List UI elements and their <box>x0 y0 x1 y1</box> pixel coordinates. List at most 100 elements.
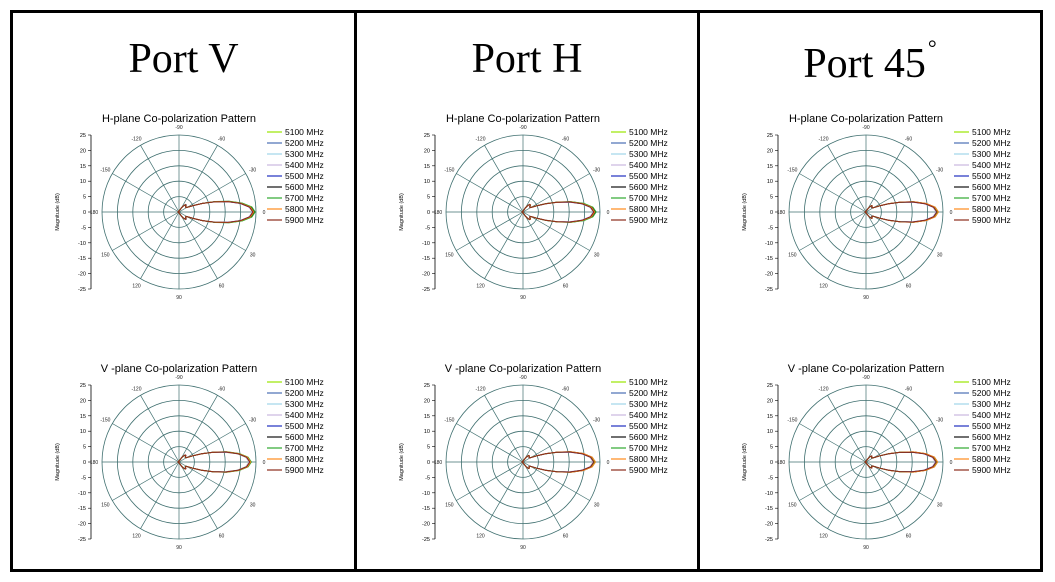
radial-tick-label: 25 <box>424 133 430 139</box>
radial-tick-label: 0 <box>427 210 430 216</box>
series-line <box>521 451 595 473</box>
grid-spoke <box>799 423 867 463</box>
angle-tick-label: 120 <box>476 534 485 540</box>
angle-tick-label: 60 <box>219 534 225 540</box>
grid-spoke <box>827 461 867 529</box>
grid-spoke <box>178 423 246 463</box>
angle-tick-label: 90 <box>176 545 182 551</box>
legend-entry: 5100 MHz <box>629 127 668 137</box>
grid-spoke <box>522 211 590 251</box>
angle-tick-label: -120 <box>475 136 485 142</box>
radial-tick-label: 10 <box>80 179 86 185</box>
angle-tick-label: 180 <box>777 460 786 466</box>
legend-entry: 5900 MHz <box>972 465 1011 475</box>
grid-spoke <box>140 395 180 463</box>
grid-spoke <box>865 173 933 213</box>
angle-tick-label: -120 <box>818 386 828 392</box>
legend-entry: 5400 MHz <box>629 410 668 420</box>
grid-spoke <box>865 423 933 463</box>
polar-chart: H-plane Co-polarization Pattern 0 30 60 90 12… <box>742 113 1011 301</box>
y-axis-label: Magnitude (dB) <box>55 443 61 481</box>
angle-tick-label: 60 <box>219 284 225 290</box>
legend-entry: 5400 MHz <box>972 160 1011 170</box>
radial-tick-label: 5 <box>770 445 773 451</box>
radial-tick-label: 15 <box>80 164 86 170</box>
angle-tick-label: -30 <box>593 168 600 174</box>
radial-tick-label: -10 <box>422 491 430 497</box>
grid-spoke <box>522 461 562 529</box>
grid-spoke <box>112 173 180 213</box>
legend-entry: 5600 MHz <box>972 182 1011 192</box>
grid-spoke <box>827 211 867 279</box>
legend-entry: 5700 MHz <box>285 193 324 203</box>
radial-tick-label: 15 <box>767 164 773 170</box>
panel-port-h: Port H <box>357 13 697 569</box>
grid-spoke <box>178 145 218 213</box>
legend-entry: 5900 MHz <box>629 215 668 225</box>
angle-tick-label: 0 <box>263 210 266 216</box>
radial-tick-label: 0 <box>83 210 86 216</box>
legend-entry: 5200 MHz <box>629 138 668 148</box>
angle-tick-label: -90 <box>862 375 869 381</box>
angle-tick-label: 0 <box>950 210 953 216</box>
chart-title: V -plane Co-polarization Pattern <box>788 363 945 375</box>
angle-tick-label: 150 <box>101 253 110 259</box>
polar-chart: V -plane Co-polarization Pattern 0 30 60 90 1… <box>55 363 324 551</box>
angle-tick-label: -150 <box>444 168 454 174</box>
angle-tick-label: -60 <box>218 386 225 392</box>
radial-tick-label: -15 <box>422 506 430 512</box>
angle-tick-label: -60 <box>562 386 569 392</box>
angle-tick-label: 60 <box>906 284 912 290</box>
grid-spoke <box>827 145 867 213</box>
radial-tick-label: 10 <box>80 429 86 435</box>
grid-spoke <box>484 145 524 213</box>
angle-tick-label: -30 <box>936 418 943 424</box>
chart-title: H-plane Co-polarization Pattern <box>446 113 600 125</box>
grid-spoke <box>522 423 590 463</box>
legend-entry: 5100 MHz <box>629 377 668 387</box>
angle-tick-label: 150 <box>101 503 110 509</box>
grid-spoke <box>799 461 867 501</box>
grid-spoke <box>112 423 180 463</box>
legend-entry: 5200 MHz <box>972 388 1011 398</box>
radial-tick-label: -20 <box>422 522 430 528</box>
radial-tick-label: -5 <box>768 475 773 481</box>
grid-spoke <box>799 211 867 251</box>
grid-spoke <box>140 145 180 213</box>
legend-entry: 5400 MHz <box>285 160 324 170</box>
y-axis-label: Magnitude (dB) <box>399 443 405 481</box>
radial-tick-label: 15 <box>424 414 430 420</box>
legend-entry: 5500 MHz <box>629 171 668 181</box>
angle-tick-label: 120 <box>132 534 141 540</box>
legend-entry: 5800 MHz <box>629 204 668 214</box>
chart-title: H-plane Co-polarization Pattern <box>102 113 256 125</box>
legend-entry: 5300 MHz <box>629 399 668 409</box>
grid-spoke <box>112 211 180 251</box>
grid-spoke <box>178 211 246 251</box>
radial-tick-label: 5 <box>770 195 773 201</box>
angle-tick-label: 150 <box>445 253 454 259</box>
figure-frame <box>10 10 1043 572</box>
grid-spoke <box>456 461 524 501</box>
angle-tick-label: 120 <box>476 284 485 290</box>
radial-tick-label: 10 <box>424 179 430 185</box>
radial-tick-label: -10 <box>765 491 773 497</box>
angle-tick-label: -90 <box>862 125 869 131</box>
radial-tick-label: -5 <box>425 225 430 231</box>
grid-spoke <box>456 423 524 463</box>
angle-tick-label: 180 <box>434 460 443 466</box>
legend-entry: 5300 MHz <box>972 399 1011 409</box>
series-line <box>521 201 595 223</box>
grid-spoke <box>178 461 246 501</box>
legend-entry: 5200 MHz <box>629 388 668 398</box>
angle-tick-label: 150 <box>788 253 797 259</box>
radial-tick-label: 10 <box>767 179 773 185</box>
radial-tick-label: -25 <box>765 287 773 293</box>
angle-tick-label: 180 <box>777 210 786 216</box>
legend-entry: 5200 MHz <box>285 138 324 148</box>
radial-tick-label: 10 <box>424 429 430 435</box>
radial-tick-label: -5 <box>81 475 86 481</box>
angle-tick-label: 30 <box>594 253 600 259</box>
radial-tick-label: 15 <box>80 414 86 420</box>
legend-entry: 5600 MHz <box>629 432 668 442</box>
